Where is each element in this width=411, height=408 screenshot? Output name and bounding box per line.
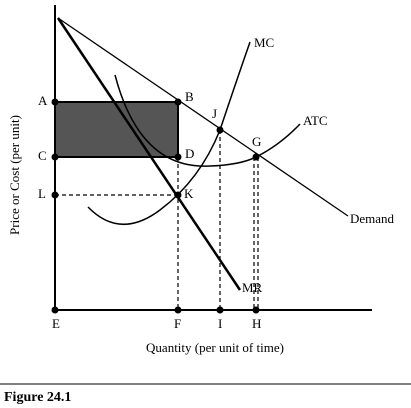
point-label: B <box>185 89 194 104</box>
curve-label: MC <box>254 35 274 50</box>
point-label: A <box>38 93 48 108</box>
point-label: G <box>252 134 261 149</box>
point-dots <box>51 98 260 314</box>
point-label: E <box>52 316 60 331</box>
profit-area <box>54 101 179 158</box>
point-label: C <box>38 148 47 163</box>
curve-label: ATC <box>303 113 328 128</box>
curve-label: Demand <box>350 211 395 226</box>
demand-curve <box>57 17 349 217</box>
point-label: I <box>218 316 222 331</box>
curve-label: MR <box>242 280 263 295</box>
point-label: K <box>184 186 194 201</box>
y-axis-label: Price or Cost (per unit) <box>7 115 22 235</box>
point-label: D <box>185 146 194 161</box>
caption: Figure 24.1 <box>4 390 71 405</box>
point-label: L <box>38 186 46 201</box>
atc-curve <box>114 74 301 167</box>
mc-curve <box>87 41 251 225</box>
point-label: F <box>174 316 181 331</box>
point-label: J <box>212 106 217 121</box>
mr-curve <box>56 17 242 291</box>
x-axis-label: Quantity (per unit of time) <box>146 340 284 355</box>
guides <box>55 130 259 310</box>
point-label: H <box>252 316 261 331</box>
